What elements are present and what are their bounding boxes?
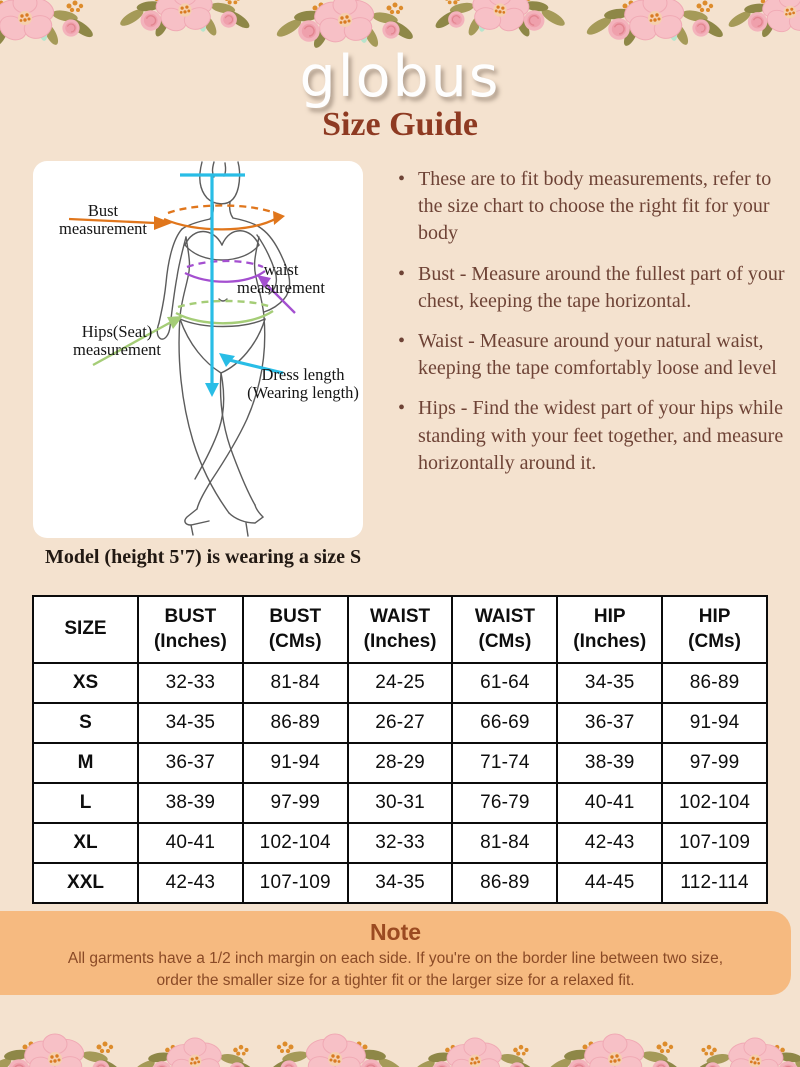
measurement-cell: 24-25 [346,662,454,704]
column-header: WAIST (CMs) [451,595,559,664]
bullet-dot-icon: • [398,397,406,420]
measurement-cell: 66-69 [451,702,559,744]
instruction-text: These are to fit body measurements, refe… [418,168,772,245]
measurement-cell: 26-27 [346,702,454,744]
column-header: HIP (CMs) [661,595,768,664]
hips-measurement-label: Hips(Seat) measurement [73,322,161,360]
measurement-cell: 40-41 [137,822,244,864]
measurement-cell: 102-104 [661,782,768,824]
column-header: HIP (Inches) [556,595,664,664]
size-cell: M [32,742,139,784]
bullet-dot-icon: • [398,329,406,352]
column-header: SIZE [32,595,139,664]
instruction-item: • Waist - Measure around your natural wai… [398,328,792,382]
measurement-cell: 102-104 [241,822,349,864]
size-cell: XL [32,822,139,864]
measurement-cell: 61-64 [451,662,559,704]
model-caption: Model (height 5'7) is wearing a size S [45,546,362,568]
measurement-cell: 97-99 [661,742,768,784]
waist-measurement-label: waist measurement [237,260,325,298]
dress-length-label: Dress length (Wearing length) [247,365,359,403]
table-row: XS 32-33 81-84 24-25 61-64 34-35 86-89 [32,662,768,704]
measurement-cell: 34-35 [137,702,244,744]
brand-logo: globus [299,44,501,110]
measurement-cell: 34-35 [556,662,664,704]
measurement-cell: 91-94 [661,702,768,744]
size-chart-header: SIZE BUST (Inches) BUST (CMs) WAIST (Inches) WA… [32,595,768,664]
page-title: Size Guide [322,106,478,143]
size-cell: S [32,702,139,744]
measurement-cell: 42-43 [556,822,664,864]
size-chart-body: XS 32-33 81-84 24-25 61-64 34-35 86-89 S 34-35 86… [32,662,768,904]
table-row: XXL 42-43 107-109 34-35 86-89 44-45 112-114 [32,862,768,904]
instruction-item: • These are to fit body measurements, ref… [398,166,792,248]
size-cell: L [32,782,139,824]
measurement-cell: 36-37 [137,742,244,784]
table-row: XL 40-41 102-104 32-33 81-84 42-43 107-109 [32,822,768,864]
measurement-cell: 91-94 [241,742,349,784]
note-body: All garments have a 1/2 inch margin on e… [67,950,724,989]
instruction-item: • Hips - Find the widest part of your hip… [398,395,792,477]
size-cell: XS [32,662,139,704]
measurement-cell: 32-33 [346,822,454,864]
column-header: BUST (CMs) [241,595,349,664]
instruction-text: Waist - Measure around your natural wais… [418,329,777,380]
size-cell: XXL [32,862,139,904]
instruction-text: Bust - Measure around the fullest part o… [418,262,785,312]
note-title: Note [369,919,422,945]
measurement-cell: 86-89 [451,862,559,904]
instruction-item: • Bust - Measure around the fullest part … [398,261,792,315]
measurement-cell: 71-74 [451,742,559,784]
column-header: BUST (Inches) [137,595,244,664]
measurement-cell: 34-35 [346,862,454,904]
note-box: Note All garments have a 1/2 inch margin… [0,911,791,995]
measurement-cell: 40-41 [556,782,664,824]
instruction-list: • These are to fit body measurements, ref… [398,166,792,490]
measurement-cell: 97-99 [241,782,349,824]
measurement-cell: 42-43 [137,862,244,904]
measurement-cell: 38-39 [137,782,244,824]
measurement-cell: 86-89 [661,662,768,704]
measurement-cell: 36-37 [556,702,664,744]
measurement-cell: 44-45 [556,862,664,904]
table-row: M 36-37 91-94 28-29 71-74 38-39 97-99 [32,742,768,784]
size-chart-table: SIZE BUST (Inches) BUST (CMs) WAIST (Inches) WA… [32,595,768,904]
body-figure-illustration [68,161,296,537]
floral-border-bottom [0,1015,800,1067]
measurement-cell: 107-109 [241,862,349,904]
measurement-diagram: Bust measurement waist measurement Hips(… [33,161,363,538]
measurement-cell: 81-84 [241,662,349,704]
measurement-cell: 30-31 [346,782,454,824]
measurement-cell: 38-39 [556,742,664,784]
bust-measurement-label: Bust measurement [59,201,147,239]
bullet-dot-icon: • [398,262,406,285]
measurement-cell: 28-29 [346,742,454,784]
column-header: WAIST (Inches) [346,595,454,664]
measurement-cell: 107-109 [661,822,768,864]
measurement-cell: 86-89 [241,702,349,744]
measurement-cell: 32-33 [137,662,244,704]
table-row: L 38-39 97-99 30-31 76-79 40-41 102-104 [32,782,768,824]
measurement-cell: 112-114 [661,862,768,904]
measurement-cell: 76-79 [451,782,559,824]
instruction-text: Hips - Find the widest part of your hips… [418,397,784,474]
table-row: S 34-35 86-89 26-27 66-69 36-37 91-94 [32,702,768,744]
measurement-cell: 81-84 [451,822,559,864]
bullet-dot-icon: • [398,168,406,190]
